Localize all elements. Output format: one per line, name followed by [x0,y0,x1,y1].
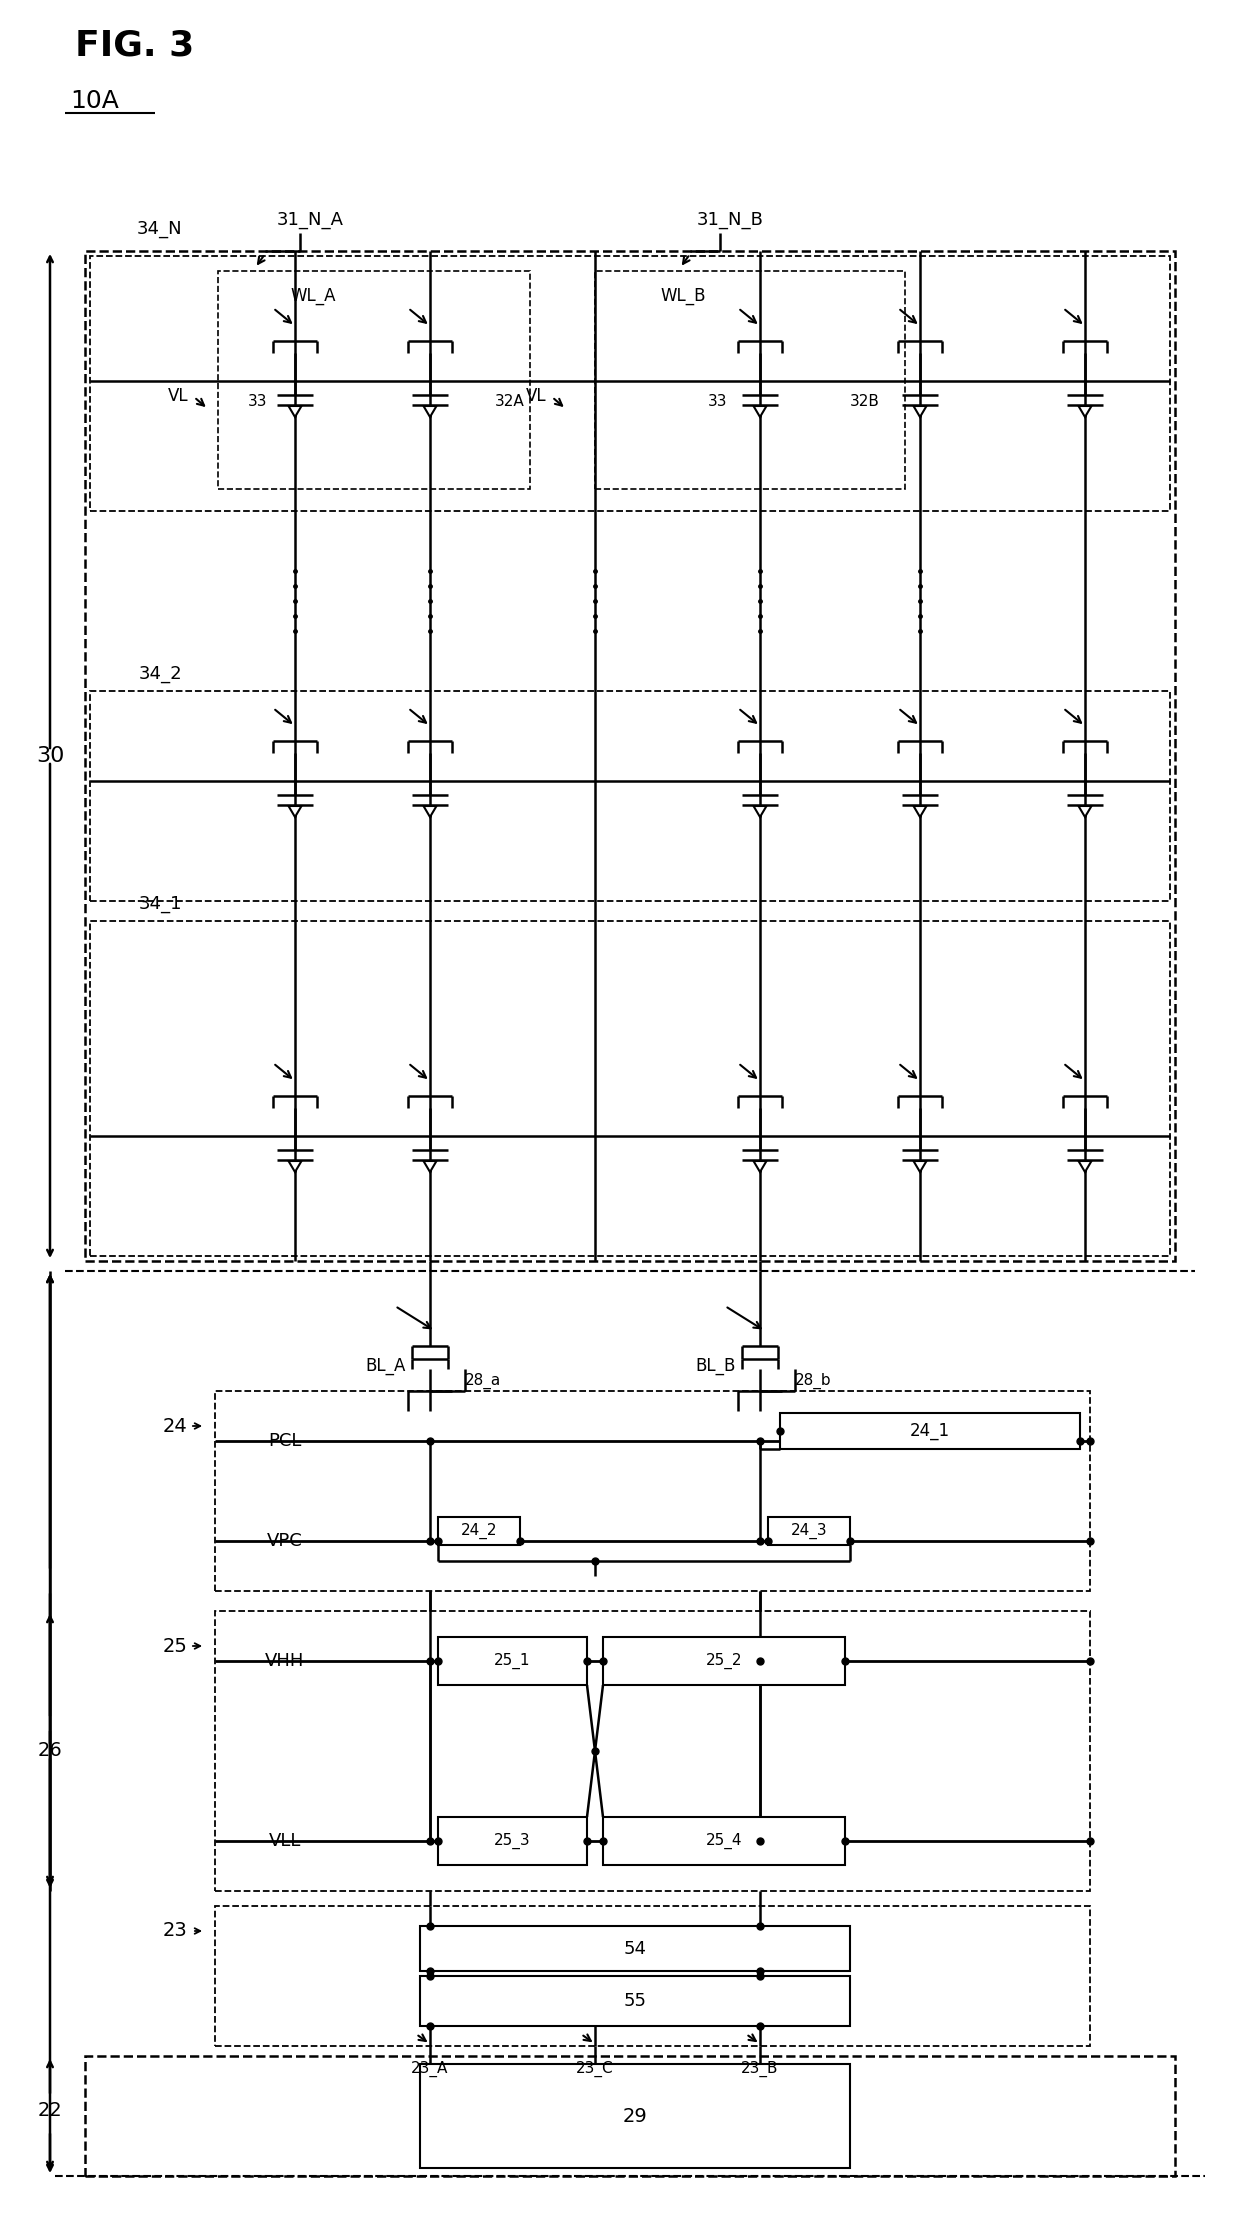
Text: 22: 22 [37,2102,62,2119]
Polygon shape [914,1160,926,1171]
Bar [420,1977,849,2026]
Bar [218,270,529,489]
Bar [215,1905,1090,2046]
Text: 23: 23 [162,1921,187,1941]
Text: VLL: VLL [269,1832,301,1849]
Text: 25_2: 25_2 [706,1653,743,1669]
Bar [780,1412,1080,1448]
Bar [91,921,1171,1256]
Polygon shape [914,406,926,417]
Text: 31_N_A: 31_N_A [277,212,343,230]
Bar [91,692,1171,901]
Bar [215,1390,1090,1591]
Text: 24_2: 24_2 [461,1524,497,1539]
Bar [215,1611,1090,1892]
Polygon shape [424,1160,436,1171]
Text: 33: 33 [708,393,728,408]
Text: VL: VL [167,386,188,406]
Polygon shape [289,406,301,417]
Polygon shape [289,1160,301,1171]
Text: WL_A: WL_A [290,288,336,306]
Bar [595,270,905,489]
Text: 34_1: 34_1 [138,895,182,912]
Text: 32B: 32B [851,393,880,408]
Text: 29: 29 [622,2106,647,2126]
Bar [768,1517,849,1546]
Text: WL_B: WL_B [660,288,706,306]
Text: VPC: VPC [267,1533,303,1551]
Polygon shape [424,406,436,417]
Text: 30: 30 [36,745,64,765]
Text: 23_A: 23_A [412,2061,449,2077]
Polygon shape [754,805,766,817]
Polygon shape [424,805,436,817]
Bar [603,1816,844,1865]
Text: 26: 26 [37,1742,62,1760]
Polygon shape [914,805,926,817]
Text: FIG. 3: FIG. 3 [74,29,195,62]
Bar [603,1638,844,1684]
Text: 54: 54 [624,1939,646,1957]
Text: 34_N: 34_N [138,221,182,239]
Text: 25_1: 25_1 [495,1653,531,1669]
Text: 23_B: 23_B [742,2061,779,2077]
Bar [86,252,1176,1261]
Text: 32A: 32A [495,393,525,408]
Text: 23_C: 23_C [577,2061,614,2077]
Polygon shape [754,406,766,417]
Text: 24_3: 24_3 [791,1524,827,1539]
Text: 24: 24 [162,1417,187,1435]
Text: VHH: VHH [265,1651,305,1671]
Bar [91,257,1171,511]
Text: 10A: 10A [69,89,119,114]
Polygon shape [754,1160,766,1171]
Text: 33: 33 [248,393,268,408]
Bar [438,1816,587,1865]
Text: 31_N_B: 31_N_B [697,212,764,230]
Text: 55: 55 [624,1992,646,2010]
Polygon shape [1079,1160,1091,1171]
Text: BL_A: BL_A [365,1356,405,1374]
Polygon shape [1079,406,1091,417]
Bar [86,2057,1176,2175]
Text: 28_b: 28_b [795,1372,832,1390]
Text: 25: 25 [162,1638,187,1655]
Bar [438,1517,520,1546]
Polygon shape [289,805,301,817]
Text: 25_4: 25_4 [706,1834,743,1849]
Bar [420,1925,849,1970]
Polygon shape [1079,805,1091,817]
Text: VL: VL [526,386,546,406]
Text: 25_3: 25_3 [495,1834,531,1849]
Text: BL_B: BL_B [694,1356,735,1374]
Text: PCL: PCL [268,1432,301,1450]
Text: 34_2: 34_2 [138,665,182,683]
Text: 24_1: 24_1 [910,1421,950,1439]
Bar [438,1638,587,1684]
Text: 28_a: 28_a [465,1372,501,1390]
Bar [420,2064,849,2169]
